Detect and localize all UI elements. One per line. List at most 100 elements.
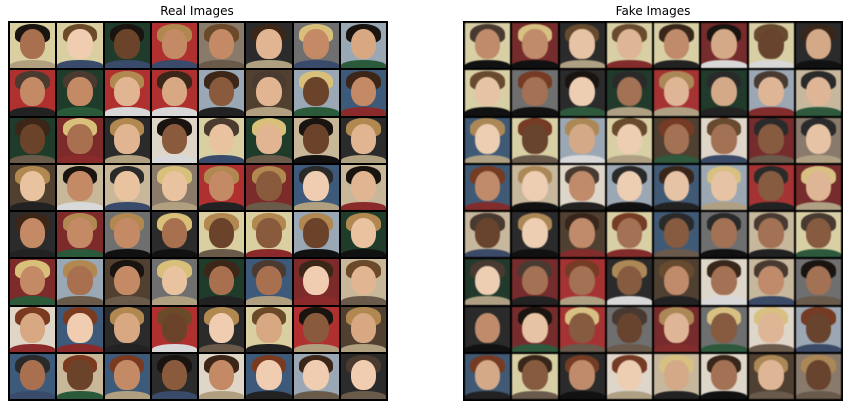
face-thumbnail [10,23,56,69]
face-thumbnail [246,306,292,352]
face-thumbnail [199,353,245,399]
face-thumbnail [199,117,245,163]
face-thumbnail [104,164,150,210]
face-thumbnail [654,23,700,69]
face-thumbnail [246,259,292,305]
face-thumbnail [748,212,794,258]
face-thumbnail [795,212,841,258]
face-thumbnail [512,353,558,399]
face-thumbnail [701,23,747,69]
face-thumbnail [340,259,386,305]
face-thumbnail [795,164,841,210]
face-thumbnail [151,306,197,352]
face-thumbnail [465,70,511,116]
face-thumbnail [795,353,841,399]
face-thumbnail [559,23,605,69]
face-thumbnail [57,306,103,352]
face-thumbnail [606,164,652,210]
face-thumbnail [246,23,292,69]
face-thumbnail [293,212,339,258]
face-thumbnail [701,212,747,258]
face-thumbnail [465,212,511,258]
face-thumbnail [57,70,103,116]
face-thumbnail [559,259,605,305]
face-thumbnail [606,306,652,352]
face-thumbnail [199,164,245,210]
face-thumbnail [701,259,747,305]
face-thumbnail [512,212,558,258]
face-thumbnail [104,306,150,352]
face-thumbnail [104,212,150,258]
face-thumbnail [104,23,150,69]
face-thumbnail [465,117,511,163]
face-thumbnail [340,212,386,258]
face-thumbnail [340,164,386,210]
face-thumbnail [512,23,558,69]
face-thumbnail [10,117,56,163]
face-thumbnail [748,306,794,352]
fake-images-grid [463,21,843,401]
face-thumbnail [606,353,652,399]
face-thumbnail [10,70,56,116]
face-thumbnail [701,164,747,210]
face-thumbnail [57,23,103,69]
face-thumbnail [559,353,605,399]
face-thumbnail [293,117,339,163]
face-thumbnail [559,306,605,352]
face-thumbnail [246,212,292,258]
face-thumbnail [57,117,103,163]
face-thumbnail [512,117,558,163]
face-thumbnail [104,353,150,399]
face-thumbnail [559,70,605,116]
face-thumbnail [10,259,56,305]
face-thumbnail [512,259,558,305]
face-thumbnail [654,353,700,399]
face-thumbnail [701,117,747,163]
face-thumbnail [748,117,794,163]
face-thumbnail [606,117,652,163]
face-thumbnail [748,23,794,69]
face-thumbnail [10,306,56,352]
real-images-grid [8,21,388,401]
face-thumbnail [151,117,197,163]
face-thumbnail [465,259,511,305]
face-thumbnail [246,117,292,163]
face-thumbnail [199,306,245,352]
face-thumbnail [104,117,150,163]
face-thumbnail [57,164,103,210]
fake-images-title: Fake Images [615,4,691,18]
face-thumbnail [748,70,794,116]
face-thumbnail [151,259,197,305]
face-thumbnail [293,306,339,352]
face-thumbnail [701,353,747,399]
face-thumbnail [654,117,700,163]
face-thumbnail [559,164,605,210]
face-thumbnail [465,353,511,399]
face-thumbnail [246,353,292,399]
face-thumbnail [293,70,339,116]
face-thumbnail [151,23,197,69]
face-thumbnail [340,70,386,116]
face-thumbnail [246,164,292,210]
face-thumbnail [701,70,747,116]
face-thumbnail [199,259,245,305]
face-thumbnail [654,212,700,258]
face-thumbnail [654,306,700,352]
face-thumbnail [199,23,245,69]
face-thumbnail [748,259,794,305]
face-thumbnail [654,164,700,210]
face-thumbnail [246,70,292,116]
face-thumbnail [151,164,197,210]
face-thumbnail [340,23,386,69]
face-thumbnail [151,353,197,399]
face-thumbnail [654,70,700,116]
face-thumbnail [57,259,103,305]
face-thumbnail [795,23,841,69]
face-thumbnail [465,23,511,69]
face-thumbnail [606,212,652,258]
face-thumbnail [559,117,605,163]
face-thumbnail [512,306,558,352]
face-thumbnail [654,259,700,305]
face-thumbnail [151,70,197,116]
face-thumbnail [57,212,103,258]
